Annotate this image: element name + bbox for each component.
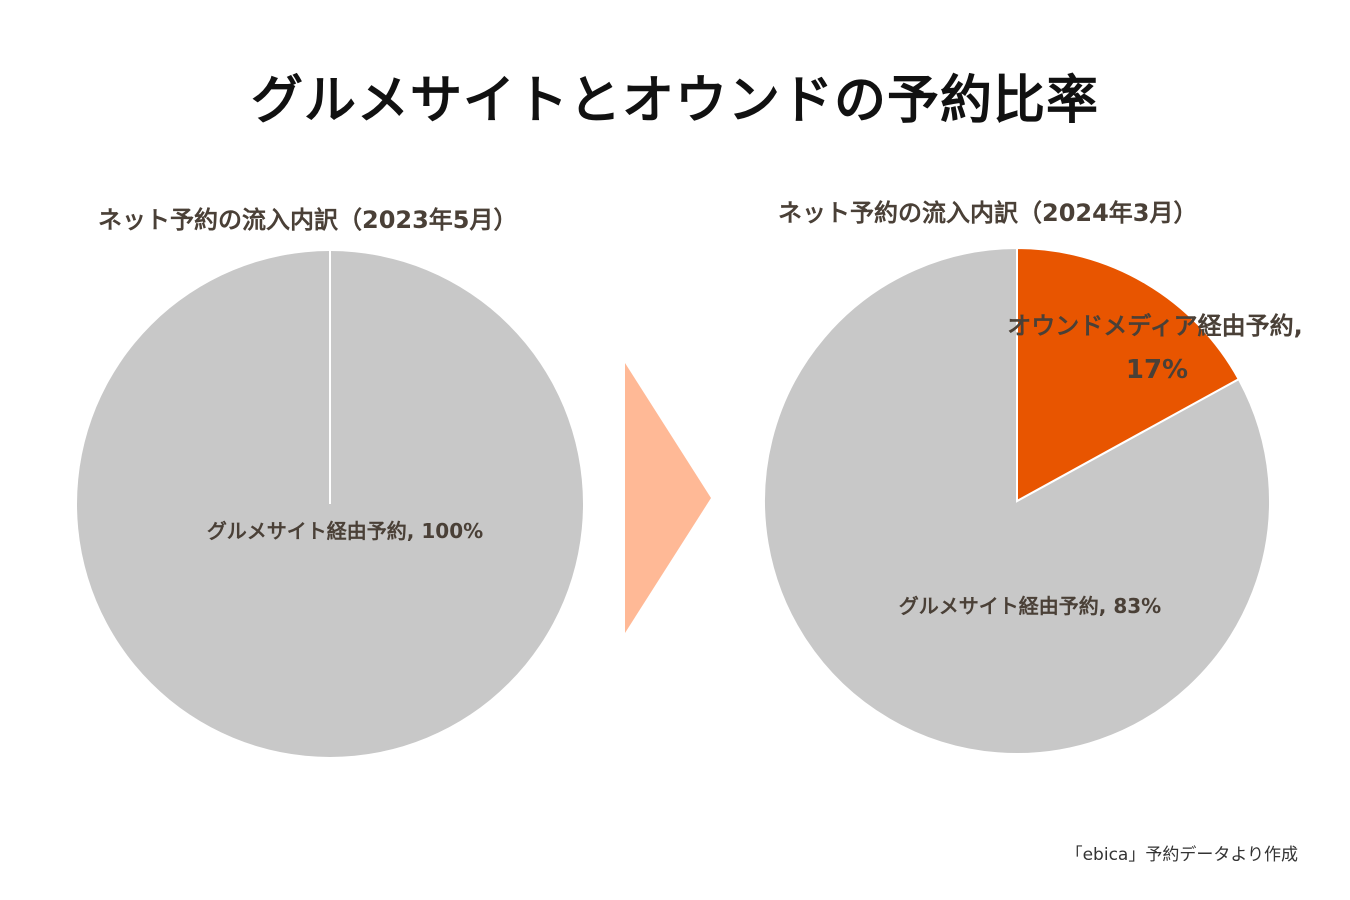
page-title: グルメサイトとオウンドの予約比率 — [250, 71, 1099, 131]
source-note: 「ebica」予約データより作成 — [1065, 845, 1298, 865]
chart-title-2023: ネット予約の流入内訳（2023年5月） — [98, 206, 518, 234]
slice-label-gourmet-2024: グルメサイト経由予約, 83% — [899, 594, 1161, 618]
pie-2024: オウンドメディア経由予約, 17% グルメサイト経由予約, 83% — [763, 246, 1303, 755]
slice-label-gourmet-2023: グルメサイト経由予約, 100% — [207, 519, 483, 543]
pie-2023: グルメサイト経由予約, 100% — [77, 251, 583, 757]
pie-slice-owned-2024 — [1016, 246, 1241, 503]
arrow-shape — [625, 363, 711, 633]
chart-title-2024: ネット予約の流入内訳（2024年3月） — [778, 199, 1198, 227]
slice-label-owned-name: オウンドメディア経由予約, — [1007, 312, 1302, 340]
slice-label-owned-value: 17% — [1126, 355, 1188, 385]
